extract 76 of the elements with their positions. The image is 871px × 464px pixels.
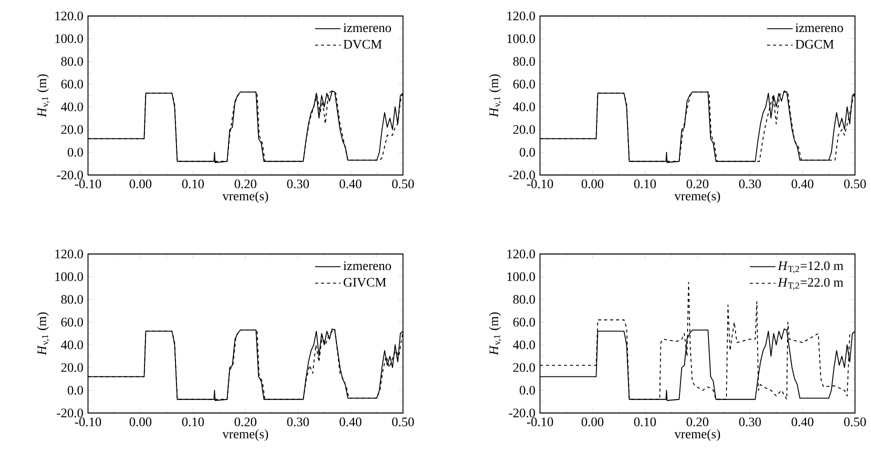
x-tick-label: 0.40 (340, 180, 362, 188)
legend-label: DGCM (796, 40, 834, 49)
x-tick-label: 0.00 (130, 418, 152, 426)
x-tick-label: 0.20 (234, 418, 256, 426)
legend-label: izmereno (343, 261, 392, 270)
legend-label: GIVCM (344, 278, 386, 287)
x-tick-label: 0.10 (634, 180, 656, 188)
y-tick-label: 100.0 (507, 272, 535, 282)
y-axis-title: H$_{v,1}$ (m) (489, 312, 502, 356)
y-tick-label: 60.0 (61, 80, 83, 89)
y-tick-label: -20.0 (56, 170, 83, 180)
legend-label: izmereno (795, 23, 844, 32)
x-tick-label: 0.50 (844, 180, 866, 188)
x-tick-label: 0.10 (634, 418, 656, 426)
y-tick-label: 0.0 (520, 148, 535, 157)
y-tick-label: 40.0 (60, 340, 83, 350)
x-tick-label: -0.10 (526, 418, 554, 426)
x-tick-label: 0.00 (582, 418, 604, 426)
legend-label: izmereno (343, 23, 392, 32)
x-axis-title: vreme(s) (674, 429, 720, 442)
y-tick-label: 20.0 (61, 125, 83, 134)
x-tick-label: 0.10 (182, 180, 204, 188)
y-tick-label: 60.0 (513, 318, 535, 327)
y-tick-label: 80.0 (61, 57, 83, 66)
x-tick-label: 0.20 (686, 418, 708, 426)
x-tick-label: 0.10 (182, 418, 204, 426)
x-tick-label: 0.30 (287, 180, 309, 188)
y-tick-label: 40.0 (60, 102, 83, 112)
x-axis-title: vreme(s) (674, 191, 720, 204)
y-tick-label: 40.0 (512, 102, 535, 112)
x-tick-label: 0.30 (739, 180, 761, 188)
x-tick-label: 0.50 (392, 180, 414, 188)
x-tick-label: -0.10 (74, 180, 102, 188)
x-tick-label: 0.30 (739, 418, 761, 426)
x-tick-label: 0.20 (686, 180, 708, 188)
x-tick-label: 0.40 (792, 418, 814, 426)
y-tick-label: -20.0 (508, 170, 535, 180)
x-tick-label: 0.40 (792, 180, 814, 188)
y-tick-label: 80.0 (513, 57, 535, 66)
y-axis-title: H$_{v,1}$ (m) (489, 74, 502, 118)
y-tick-label: 80.0 (61, 295, 83, 304)
y-tick-label: 120.0 (507, 12, 535, 20)
x-tick-label: 0.00 (582, 180, 604, 188)
y-axis-title: H$_{v,1}$ (m) (37, 74, 50, 118)
y-tick-label: 60.0 (513, 80, 535, 89)
y-tick-label: 60.0 (61, 318, 83, 327)
x-axis-title: vreme(s) (222, 429, 268, 442)
x-tick-label: -0.10 (74, 418, 102, 426)
x-tick-label: -0.10 (526, 180, 554, 188)
y-tick-label: 100.0 (55, 272, 83, 282)
y-tick-label: 80.0 (513, 295, 535, 304)
y-axis-title: H$_{v,1}$ (m) (37, 312, 50, 356)
legend-label: H$_{T,2}$=12.0 m (778, 261, 844, 274)
x-tick-label: 0.50 (844, 418, 866, 426)
y-tick-label: 100.0 (507, 34, 535, 44)
x-tick-label: 0.00 (130, 180, 152, 188)
y-tick-label: 120.0 (507, 250, 535, 258)
y-tick-label: -20.0 (56, 408, 83, 418)
y-tick-label: 120.0 (55, 12, 83, 20)
legend-label: H$_{T,2}$=22.0 m (778, 278, 844, 290)
y-tick-label: 0.0 (68, 386, 83, 395)
x-tick-label: 0.40 (340, 418, 362, 426)
y-tick-label: 120.0 (55, 250, 83, 258)
x-tick-label: 0.20 (234, 180, 256, 188)
y-tick-label: 100.0 (55, 34, 83, 44)
x-axis-title: vreme(s) (222, 191, 268, 204)
x-tick-label: 0.50 (392, 418, 414, 426)
y-tick-label: 0.0 (68, 148, 83, 157)
y-tick-label: 20.0 (61, 363, 83, 372)
y-tick-label: 40.0 (512, 340, 535, 350)
x-tick-label: 0.30 (287, 418, 309, 426)
legend-label: DVCM (344, 40, 382, 49)
y-tick-label: -20.0 (508, 408, 535, 418)
y-tick-label: 20.0 (513, 363, 535, 372)
y-tick-label: 20.0 (513, 125, 535, 134)
y-tick-label: 0.0 (520, 386, 535, 395)
